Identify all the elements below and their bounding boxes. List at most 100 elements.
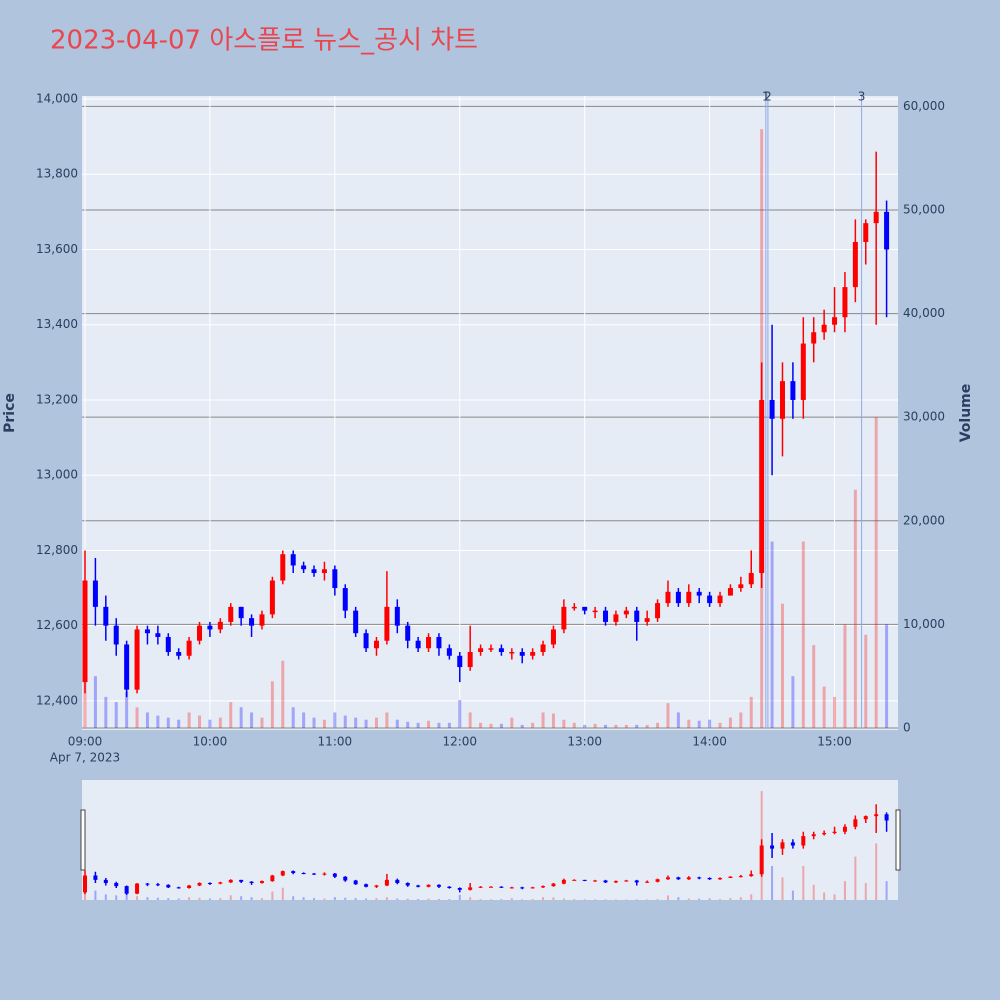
candle-body	[144, 629, 150, 634]
candle-body	[696, 591, 702, 596]
candle-body	[822, 833, 827, 835]
candle-body	[727, 588, 733, 596]
volume-bar	[500, 899, 503, 900]
candle-body	[852, 241, 858, 288]
volume-bar	[125, 691, 129, 728]
volume-bar	[427, 898, 430, 900]
y-tick-label: 13,000	[36, 468, 78, 482]
candle-body	[92, 580, 98, 607]
y2-tick-label: 20,000	[903, 513, 945, 527]
volume-bar	[323, 898, 326, 900]
volume-bar	[250, 712, 254, 728]
candle-body	[436, 884, 441, 887]
candle-body	[593, 880, 598, 882]
candle-body	[207, 625, 213, 630]
candle-body	[811, 834, 816, 837]
candle-body	[364, 884, 369, 887]
volume-bar	[260, 898, 263, 900]
volume-bar	[750, 894, 753, 900]
y-tick-label: 12,600	[36, 618, 78, 632]
volume-bar	[510, 898, 513, 900]
candle-body	[436, 636, 442, 649]
candle-body	[634, 880, 639, 883]
volume-bar	[812, 884, 815, 900]
volume-bar	[136, 896, 139, 900]
x-tick-label: 10:00	[193, 735, 228, 749]
range-handle-right[interactable]	[895, 809, 901, 871]
volume-bar	[624, 724, 628, 728]
volume-bar	[343, 715, 347, 728]
candle-body	[176, 652, 182, 656]
candle-body	[571, 606, 577, 609]
candle-body	[634, 610, 640, 622]
volume-bar	[885, 624, 889, 728]
volume-bar	[718, 722, 722, 728]
volume-bar	[458, 700, 462, 728]
candle-body	[186, 640, 192, 656]
volume-bar	[843, 881, 846, 900]
volume-bar	[583, 724, 587, 728]
volume-bar	[333, 712, 337, 728]
volume-bar	[781, 877, 784, 900]
x-tick-label: 12:00	[442, 735, 477, 749]
candle-body	[301, 565, 307, 570]
volume-bar	[281, 660, 285, 728]
candle-body	[551, 883, 556, 887]
volume-bar	[468, 712, 472, 728]
y-tick-label: 13,600	[36, 242, 78, 256]
candle-body	[124, 644, 130, 690]
candle-body	[884, 211, 890, 250]
volume-bar	[833, 696, 837, 728]
volume-bar	[521, 899, 524, 900]
range-handle-left[interactable]	[80, 809, 86, 871]
range-slider[interactable]	[82, 780, 898, 900]
volume-bar	[177, 719, 181, 728]
candle-body	[603, 880, 608, 883]
candle-body	[353, 880, 358, 885]
volume-bar	[520, 724, 524, 728]
volume-bar	[645, 724, 649, 728]
candle-body	[863, 223, 869, 242]
volume-bar	[864, 634, 868, 728]
volume-bar	[93, 676, 97, 728]
volume-bar	[437, 899, 440, 900]
y2-tick-label: 30,000	[903, 410, 945, 424]
candle-body	[874, 814, 879, 817]
volume-bar	[177, 898, 180, 900]
volume-bar	[875, 843, 878, 900]
candle-body	[228, 879, 233, 883]
volume-bar	[770, 541, 774, 728]
volume-bar	[187, 712, 191, 728]
candle-body	[717, 595, 723, 604]
candle-body	[800, 343, 806, 400]
volume-bar	[188, 897, 191, 900]
volume-bar	[469, 897, 472, 900]
candle-body	[779, 381, 785, 419]
volume-bar	[239, 707, 243, 728]
volume-bar	[490, 899, 492, 900]
candle-body	[155, 633, 161, 637]
x-tick-label: 13:00	[567, 735, 602, 749]
volume-bar	[666, 703, 670, 728]
volume-bar	[833, 894, 836, 900]
y-tick-label: 14,000	[36, 92, 78, 106]
volume-bar	[604, 899, 607, 900]
volume-bar	[302, 712, 306, 728]
volume-bar	[573, 899, 576, 900]
candle-body	[103, 879, 108, 883]
candle-body	[312, 873, 317, 875]
candle-body	[738, 876, 743, 878]
candle-body	[82, 580, 88, 683]
candle-body	[269, 580, 275, 615]
candle-body	[676, 877, 681, 880]
candle-body	[530, 887, 535, 889]
volume-bar	[313, 898, 316, 900]
candle-body	[645, 881, 650, 883]
candle-body	[770, 845, 775, 849]
volume-bar	[854, 856, 857, 900]
volume-bar	[551, 713, 555, 728]
candle-body	[259, 614, 265, 626]
candle-body	[749, 874, 754, 877]
candle-body	[790, 381, 796, 400]
candle-body	[311, 569, 317, 574]
